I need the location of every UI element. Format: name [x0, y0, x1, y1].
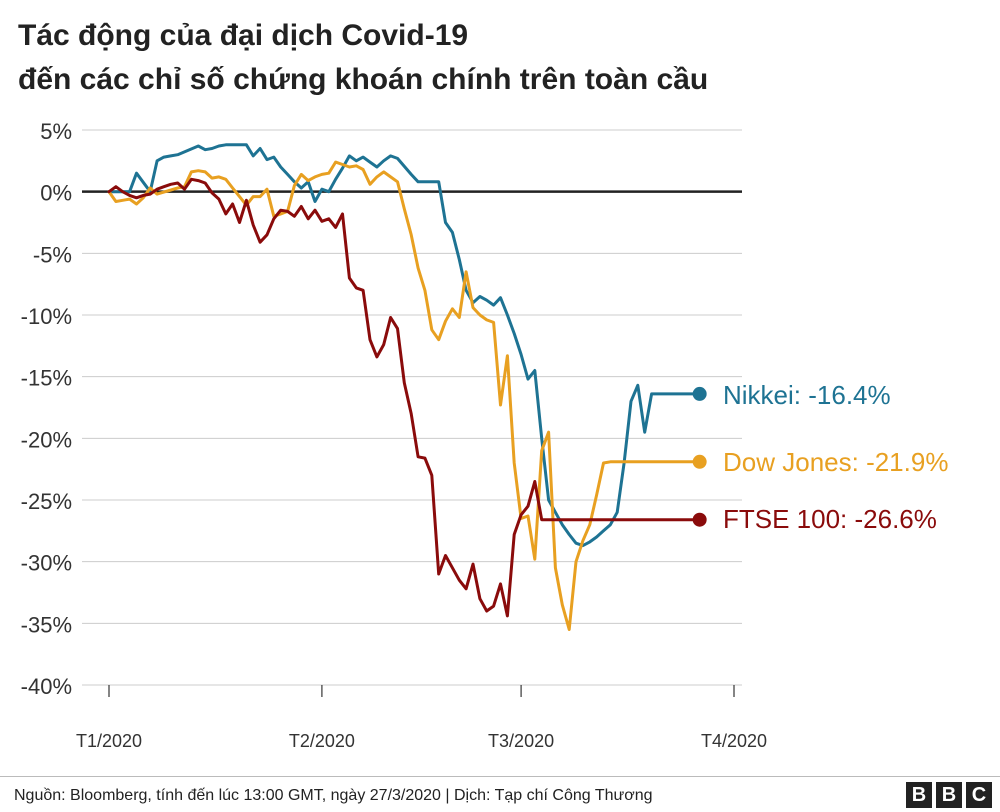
y-tick-label: -25%: [21, 489, 72, 514]
bbc-logo-letter-b1: B: [906, 782, 932, 808]
series-line-ftse-100: [107, 177, 702, 618]
series-end-label: FTSE 100: -26.6%: [723, 504, 937, 534]
y-tick-label: -35%: [21, 612, 72, 637]
footer-divider: [0, 776, 1000, 777]
x-tick-label: T4/2020: [701, 731, 767, 751]
series-end-dot: [692, 512, 707, 527]
y-tick-label: 5%: [40, 119, 72, 144]
y-tick-label: -5%: [33, 242, 72, 267]
series-end-dot: [692, 386, 707, 401]
chart-title-line2: đến các chỉ số chứng khoán chính trên to…: [18, 63, 709, 96]
x-tick-label: T1/2020: [76, 731, 142, 751]
y-tick-label: -10%: [21, 304, 72, 329]
x-tick-label: T3/2020: [488, 731, 554, 751]
series-end-label: Nikkei: -16.4%: [723, 380, 891, 410]
series-end-dot: [692, 454, 707, 469]
bbc-logo-letter-b2: B: [936, 782, 962, 808]
y-tick-label: -20%: [21, 427, 72, 452]
series-end-label: Dow Jones: -21.9%: [723, 447, 948, 477]
y-tick-label: -15%: [21, 366, 72, 391]
y-tick-label: -40%: [21, 674, 72, 699]
chart-title-line1: Tác động của đại dịch Covid-19: [18, 19, 469, 52]
y-tick-label: -30%: [21, 551, 72, 576]
x-tick-label: T2/2020: [289, 731, 355, 751]
chart-title: Tác động của đại dịch Covid-19 đến các c…: [18, 14, 708, 102]
series-line-nikkei: [107, 143, 702, 548]
bbc-logo: B B C: [906, 782, 992, 808]
series-line-dow-jones: [107, 160, 702, 631]
source-note: Nguồn: Bloomberg, tính đến lúc 13:00 GMT…: [14, 787, 653, 804]
y-tick-label: 0%: [40, 181, 72, 206]
line-chart: 5% 0% -5% -10% -15% -20% -25% -30% -35% -40% T1/20…: [21, 119, 949, 751]
bbc-logo-letter-c: C: [966, 782, 992, 808]
